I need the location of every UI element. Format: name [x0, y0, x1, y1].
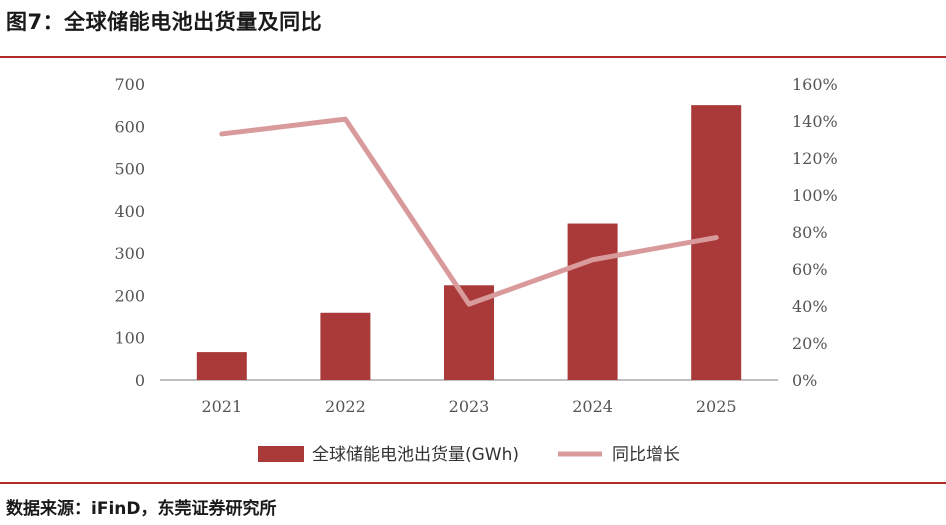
left-tick-label: 500 [114, 160, 145, 179]
x-tick-label: 2022 [325, 397, 366, 416]
right-tick-label: 40% [792, 297, 828, 316]
right-tick-label: 120% [792, 149, 838, 168]
left-tick-label: 400 [114, 202, 145, 221]
x-axis-labels: 2021 2022 2023 2024 2025 [201, 397, 736, 416]
right-tick-label: 100% [792, 186, 838, 205]
left-tick-label: 200 [114, 286, 145, 305]
legend: 全球储能电池出货量(GWh) 同比增长 [258, 445, 680, 465]
x-tick-label: 2025 [696, 397, 737, 416]
bar-series [196, 105, 742, 381]
left-tick-label: 100 [114, 329, 145, 348]
x-tick-label: 2024 [572, 397, 613, 416]
right-tick-label: 20% [792, 334, 828, 353]
right-tick-label: 80% [792, 223, 828, 242]
legend-bar-label: 全球储能电池出货量(GWh) [312, 445, 519, 465]
bar [567, 223, 618, 380]
source-note: 数据来源：iFinD，东莞证券研究所 [6, 499, 277, 519]
top-divider [0, 56, 946, 58]
right-axis-ticks: 0% 20% 40% 60% 80% 100% 120% 140% 160% [792, 75, 838, 390]
chart: 0 100 200 300 400 500 600 700 0% 20% 40% 60% 80% 100… [114, 75, 838, 465]
bar [320, 312, 371, 380]
left-tick-label: 600 [114, 117, 145, 136]
x-tick-label: 2021 [201, 397, 242, 416]
bottom-divider [0, 482, 946, 484]
figure-title: 图7：全球储能电池出货量及同比 [6, 10, 323, 34]
left-tick-label: 700 [114, 75, 145, 94]
left-tick-label: 300 [114, 244, 145, 263]
x-tick-label: 2023 [449, 397, 490, 416]
right-tick-label: 160% [792, 75, 838, 94]
right-tick-label: 0% [792, 371, 817, 390]
right-tick-label: 60% [792, 260, 828, 279]
right-tick-label: 140% [792, 112, 838, 131]
growth-line [219, 116, 719, 307]
left-tick-label: 0 [135, 371, 145, 390]
legend-line-label: 同比增长 [612, 445, 680, 465]
bar [196, 352, 247, 380]
legend-bar-swatch [258, 446, 304, 462]
left-axis-ticks: 0 100 200 300 400 500 600 700 [114, 75, 145, 390]
